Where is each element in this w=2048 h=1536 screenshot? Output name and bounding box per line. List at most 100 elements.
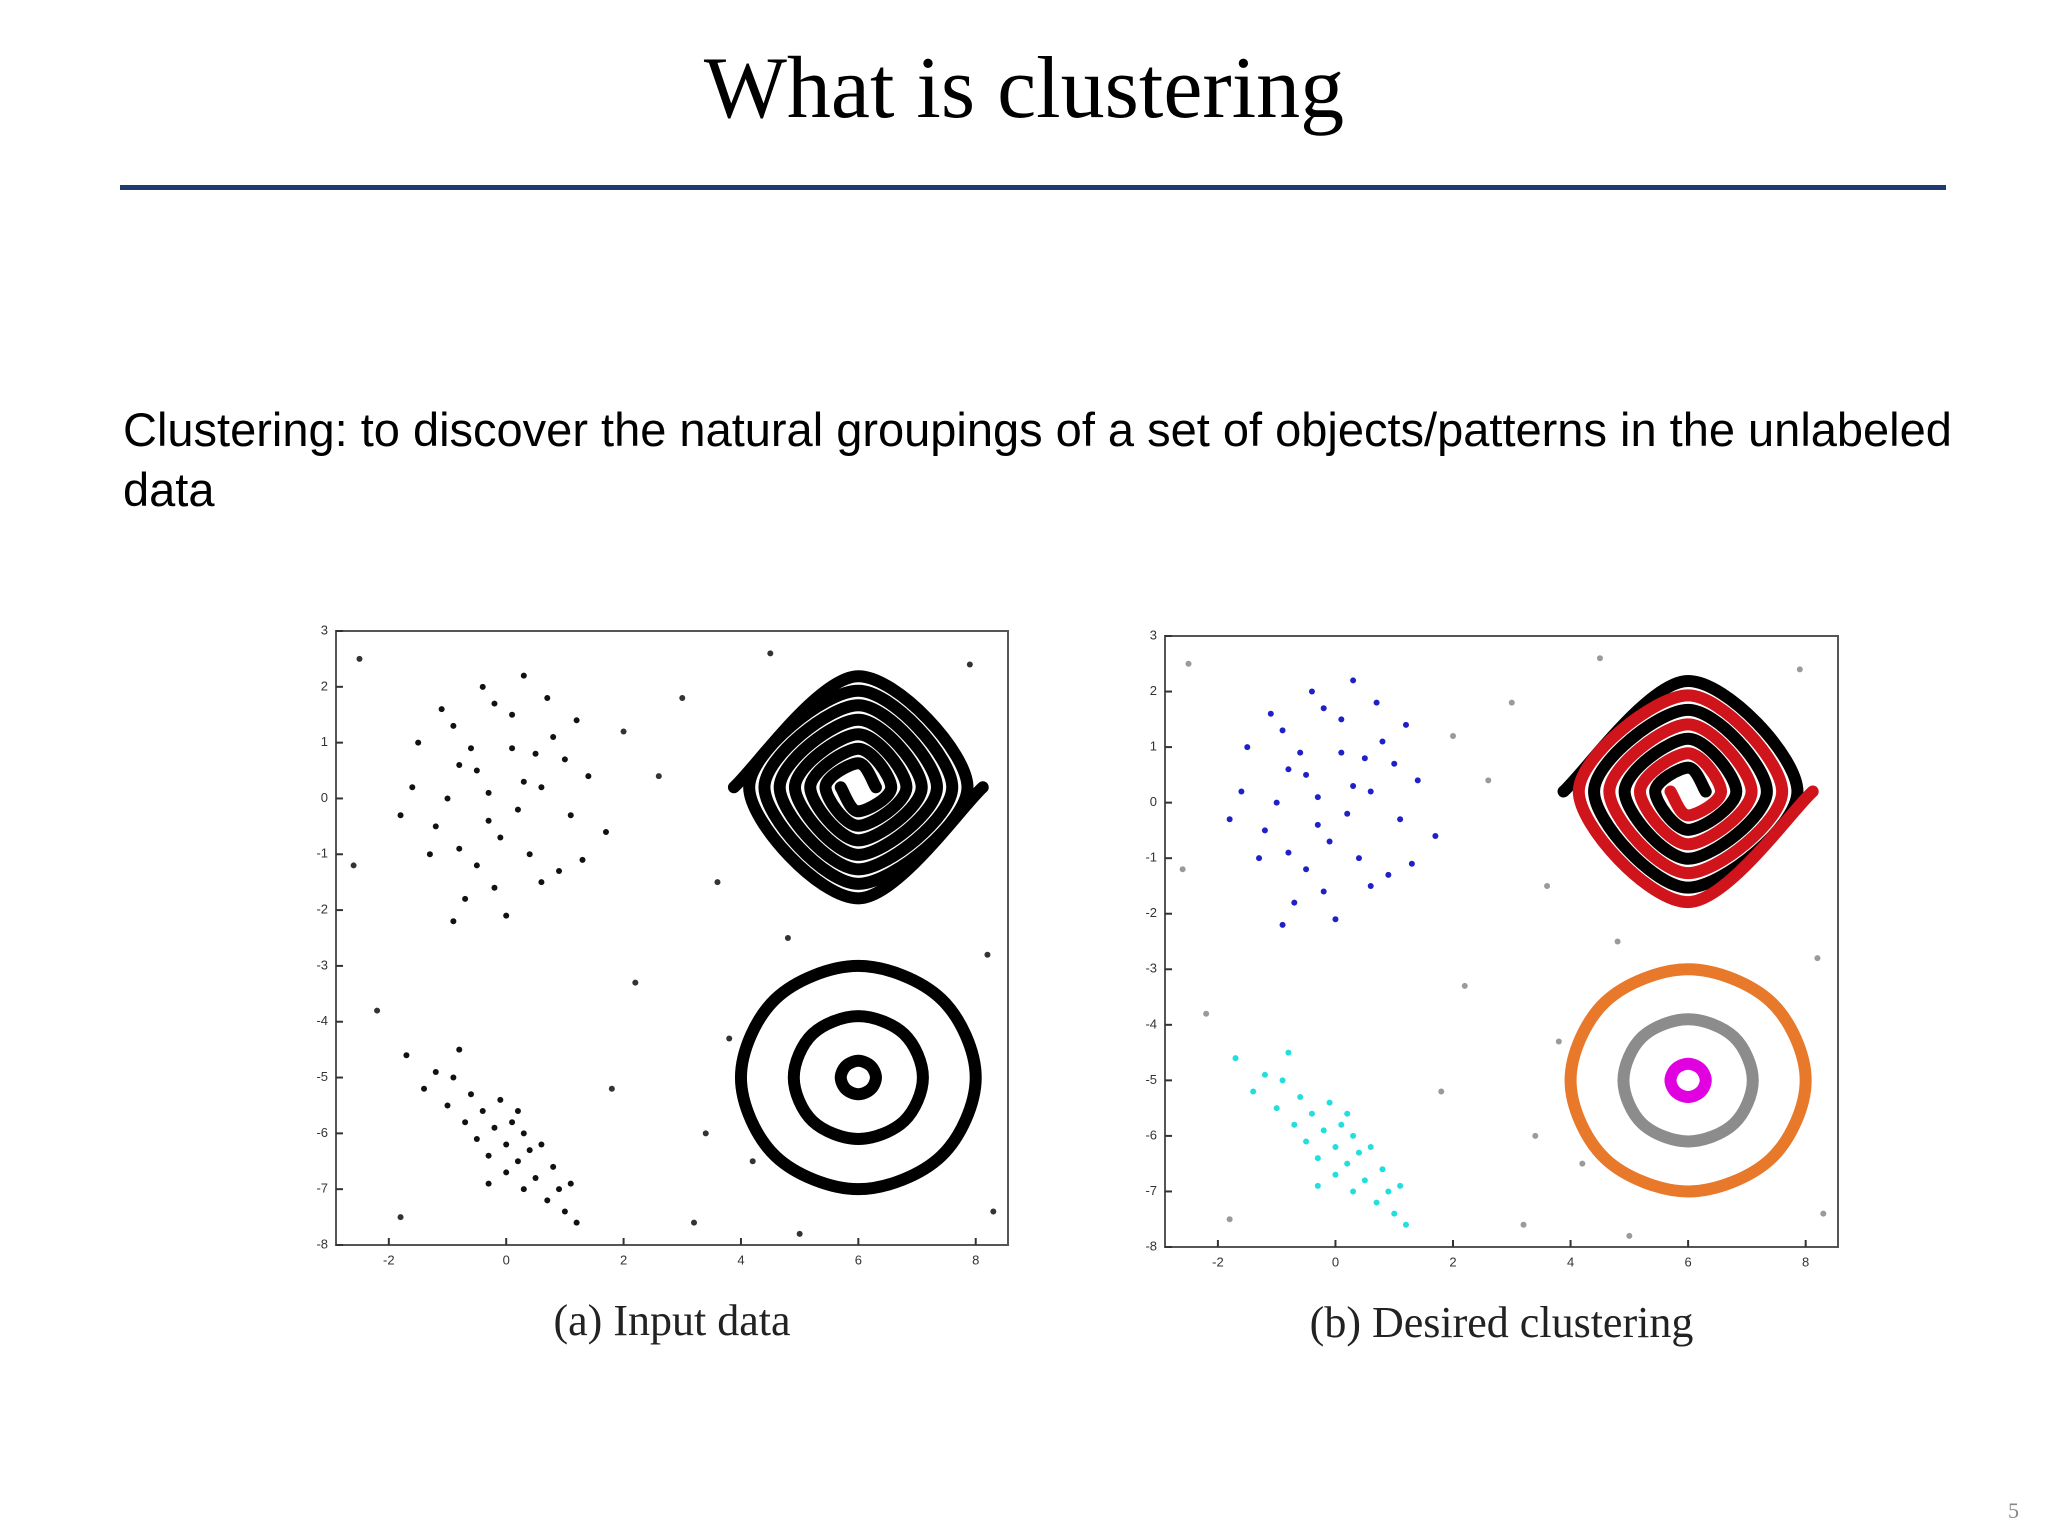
data-point xyxy=(1332,916,1339,923)
data-point xyxy=(1338,749,1345,756)
data-point xyxy=(1544,882,1551,889)
data-point xyxy=(497,1096,504,1103)
data-point xyxy=(438,706,445,713)
data-point xyxy=(1256,855,1263,862)
data-point xyxy=(1350,1188,1357,1195)
y-tick-label: -7 xyxy=(316,1181,328,1196)
body-text: Clustering: to discover the natural grou… xyxy=(123,403,1952,516)
page-number: 5 xyxy=(2008,1498,2019,1523)
data-point xyxy=(726,1035,733,1042)
data-point xyxy=(538,1141,545,1148)
data-point xyxy=(1279,1077,1286,1084)
data-point xyxy=(1303,1138,1310,1145)
data-point xyxy=(632,979,639,986)
data-point xyxy=(456,1046,463,1053)
cluster-curve xyxy=(1617,1013,1759,1148)
data-point xyxy=(1226,816,1233,823)
data-point xyxy=(1203,1010,1210,1017)
data-point xyxy=(1308,688,1315,695)
data-point xyxy=(1285,849,1292,856)
title-rule xyxy=(120,185,1946,190)
data-point xyxy=(450,722,457,729)
data-point xyxy=(544,1197,551,1204)
data-point xyxy=(479,1108,486,1115)
data-point xyxy=(1261,827,1268,834)
data-point xyxy=(1185,660,1192,667)
y-tick-label: -3 xyxy=(1145,961,1157,976)
data-point xyxy=(1344,810,1351,817)
data-point xyxy=(1350,1132,1357,1139)
data-point xyxy=(415,739,422,746)
data-point xyxy=(520,1130,527,1137)
data-point xyxy=(1385,1188,1392,1195)
cluster-curve xyxy=(1564,963,1812,1198)
data-point xyxy=(520,778,527,785)
data-point xyxy=(1555,1038,1562,1045)
data-point xyxy=(444,1102,451,1109)
data-point xyxy=(1326,1099,1333,1106)
data-point xyxy=(1273,799,1280,806)
data-point xyxy=(485,1152,492,1159)
y-tick-label: -2 xyxy=(316,902,328,917)
data-point xyxy=(1520,1221,1527,1228)
data-point xyxy=(691,1219,698,1226)
data-point xyxy=(1397,1182,1404,1189)
data-point xyxy=(561,756,568,763)
data-point xyxy=(485,789,492,796)
y-tick-label: 2 xyxy=(1150,683,1157,698)
data-point xyxy=(1308,1110,1315,1117)
data-point xyxy=(784,935,791,941)
data-point xyxy=(1379,1166,1386,1173)
data-point xyxy=(1326,838,1333,845)
data-point xyxy=(520,672,527,679)
data-point xyxy=(514,1108,521,1115)
data-point xyxy=(509,1119,516,1126)
data-point xyxy=(550,734,557,741)
data-point xyxy=(1344,1160,1351,1167)
data-point xyxy=(544,694,551,701)
data-point xyxy=(1320,888,1327,895)
data-point xyxy=(1291,1121,1298,1128)
data-point xyxy=(1303,866,1310,873)
data-point xyxy=(1626,1232,1633,1239)
data-point xyxy=(1432,832,1439,839)
x-tick-label: -2 xyxy=(1212,1254,1224,1269)
data-point xyxy=(432,823,439,830)
data-point xyxy=(467,745,474,752)
data-point xyxy=(1438,1088,1445,1095)
data-point xyxy=(1414,777,1421,784)
data-point xyxy=(1402,1221,1409,1228)
data-point xyxy=(1350,677,1357,684)
data-point xyxy=(1238,788,1245,795)
data-point xyxy=(984,951,991,958)
data-point xyxy=(1314,821,1321,828)
x-tick-label: 4 xyxy=(1567,1254,1574,1269)
y-tick-label: 0 xyxy=(321,790,328,805)
data-point xyxy=(479,683,486,690)
x-tick-label: 0 xyxy=(1332,1254,1339,1269)
data-point xyxy=(1314,1182,1321,1189)
data-point xyxy=(1332,1144,1339,1151)
data-point xyxy=(620,728,627,735)
slide-title: What is clustering xyxy=(703,40,1345,137)
x-tick-label: 2 xyxy=(620,1252,627,1267)
data-point xyxy=(679,694,686,701)
data-point xyxy=(573,717,580,724)
data-point xyxy=(526,1147,533,1154)
data-point xyxy=(509,711,516,718)
data-point xyxy=(1297,749,1304,756)
data-point xyxy=(503,912,510,919)
data-point xyxy=(1532,1132,1539,1139)
data-point xyxy=(749,1158,756,1165)
data-point xyxy=(514,806,521,813)
data-point xyxy=(1367,1144,1374,1151)
data-point xyxy=(444,795,451,802)
y-tick-label: -1 xyxy=(1145,850,1157,865)
figure-caption: (a) Input data xyxy=(554,1296,791,1345)
x-tick-label: 8 xyxy=(1802,1254,1809,1269)
y-tick-label: 1 xyxy=(321,734,328,749)
data-point xyxy=(1373,1199,1380,1206)
data-point xyxy=(456,761,463,768)
